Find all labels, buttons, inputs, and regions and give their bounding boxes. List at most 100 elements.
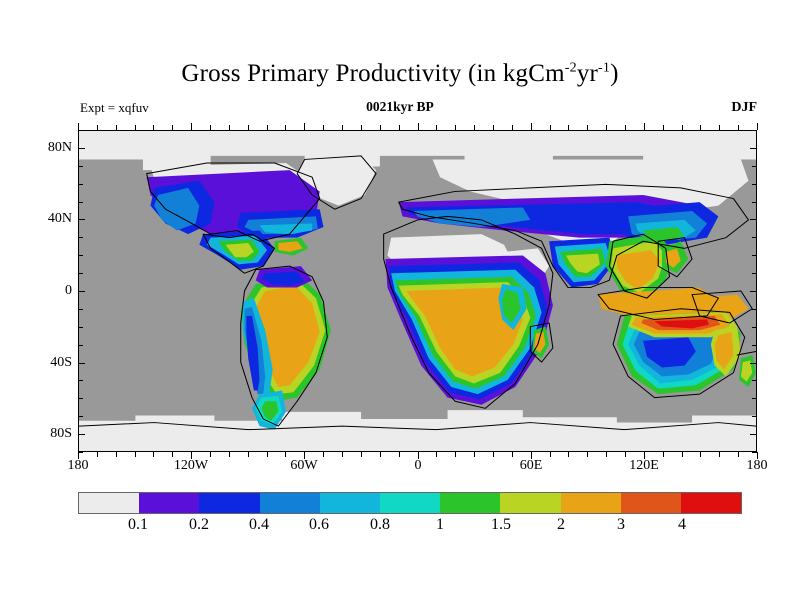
colorbar-segment-1[interactable] bbox=[139, 493, 200, 513]
world-gpp-heatmap bbox=[79, 131, 756, 451]
x-tick-17 bbox=[399, 452, 400, 457]
colorbar-label-1: 0.2 bbox=[189, 516, 209, 533]
x-tick-25 bbox=[550, 452, 551, 457]
x-tick-top-5 bbox=[172, 125, 173, 130]
colorbar-segment-3[interactable] bbox=[259, 493, 320, 513]
title-text-mid: yr bbox=[576, 60, 599, 87]
x-tick-top-36 bbox=[757, 123, 758, 130]
au-interior-0.2-0.4 bbox=[643, 337, 696, 368]
sa-patagonia-1.5-2 bbox=[261, 401, 279, 421]
y-tick-14 bbox=[78, 380, 83, 381]
y-tick-right-10 bbox=[752, 309, 757, 310]
x-tick-14 bbox=[342, 452, 343, 457]
x-tick-12 bbox=[304, 452, 305, 459]
af-band-2-3 bbox=[406, 287, 523, 377]
colorbar-segment-8[interactable] bbox=[560, 493, 621, 513]
colorbar-label-9: 4 bbox=[678, 516, 686, 533]
experiment-label: Expt = xqfuv bbox=[80, 100, 149, 115]
colorbar-label-3: 0.6 bbox=[309, 516, 329, 533]
coast-south-america bbox=[240, 265, 328, 427]
colorbar-label-0: 0.1 bbox=[128, 516, 148, 533]
x-tick-16 bbox=[380, 452, 381, 457]
subtitle-period: 0021kyr BP bbox=[366, 99, 434, 114]
x-axis-label-4: 60E bbox=[519, 458, 543, 473]
x-tick-top-8 bbox=[229, 125, 230, 130]
colorbar-segment-2[interactable] bbox=[199, 493, 260, 513]
coastline-layer bbox=[79, 155, 756, 431]
x-tick-top-7 bbox=[210, 125, 211, 130]
colorbar-segment-6[interactable] bbox=[440, 493, 501, 513]
y-tick-right-4 bbox=[752, 202, 757, 203]
y-tick-8 bbox=[78, 273, 83, 274]
x-axis-label-5: 120E bbox=[629, 458, 659, 473]
af-east-highland-inner bbox=[502, 289, 521, 323]
eu-west-0.4-0.6 bbox=[413, 207, 531, 227]
y-tick-right-9 bbox=[750, 291, 757, 292]
x-tick-8 bbox=[229, 452, 230, 457]
colorbar-label-5: 1 bbox=[436, 516, 444, 533]
y-axis-label-4: 80S bbox=[50, 426, 72, 441]
na-west-0.4-0.6 bbox=[154, 187, 200, 231]
colorbar-segment-10[interactable] bbox=[680, 493, 742, 513]
x-tick-15 bbox=[361, 452, 362, 457]
australia-gpp bbox=[616, 312, 756, 395]
x-tick-11 bbox=[285, 452, 286, 457]
x-tick-34 bbox=[719, 452, 720, 457]
y-tick-7 bbox=[78, 255, 83, 256]
colorbar-segment-4[interactable] bbox=[319, 493, 380, 513]
eurasia-gpp bbox=[398, 195, 719, 288]
southeast-asia-gpp bbox=[598, 234, 749, 320]
coast-eurasia bbox=[398, 183, 749, 288]
season-label: DJF bbox=[731, 100, 757, 115]
x-tick-top-28 bbox=[606, 125, 607, 130]
colorbar-segment-5[interactable] bbox=[379, 493, 441, 513]
arctic-ice bbox=[79, 131, 756, 171]
x-tick-36 bbox=[757, 452, 758, 459]
y-tick-right-14 bbox=[752, 380, 757, 381]
x-tick-top-11 bbox=[285, 125, 286, 130]
au-east-2-3 bbox=[714, 331, 734, 370]
south-america-gpp bbox=[240, 266, 331, 430]
x-tick-29 bbox=[625, 452, 626, 457]
colorbar[interactable] bbox=[78, 492, 742, 514]
y-tick-right-12 bbox=[752, 345, 757, 346]
y-tick-11 bbox=[78, 327, 83, 328]
coast-north-america bbox=[146, 162, 321, 242]
title-text-end: ) bbox=[610, 60, 619, 87]
colorbar-segment-9[interactable] bbox=[620, 493, 681, 513]
y-tick-16 bbox=[78, 416, 83, 417]
x-tick-top-6 bbox=[191, 123, 192, 130]
coast-antarctica bbox=[79, 422, 756, 431]
new-zealand-core bbox=[740, 360, 753, 382]
y-tick-10 bbox=[78, 309, 83, 310]
sea-band-2-3 bbox=[616, 250, 661, 290]
colorbar-segment-7[interactable] bbox=[500, 493, 561, 513]
sa-north-0.2-0.4 bbox=[261, 271, 305, 286]
x-tick-18 bbox=[418, 452, 419, 459]
x-tick-1 bbox=[97, 452, 98, 457]
x-tick-21 bbox=[474, 452, 475, 457]
x-axis-label-3: 0 bbox=[414, 458, 422, 473]
x-tick-0 bbox=[78, 452, 79, 459]
colorbar-segment-0[interactable] bbox=[79, 493, 140, 513]
x-tick-top-1 bbox=[97, 125, 98, 130]
x-tick-top-4 bbox=[153, 125, 154, 130]
y-tick-18 bbox=[78, 452, 83, 453]
x-tick-top-27 bbox=[587, 125, 588, 130]
map-clip bbox=[79, 131, 756, 451]
x-tick-top-22 bbox=[493, 125, 494, 130]
caribbean-core bbox=[278, 241, 303, 252]
y-tick-9 bbox=[78, 291, 85, 292]
x-tick-33 bbox=[700, 452, 701, 457]
au-north-gt4 bbox=[654, 319, 709, 329]
philippines-core bbox=[665, 248, 681, 268]
y-axis-label-2: 0 bbox=[65, 283, 72, 298]
coast-madagascar bbox=[529, 322, 554, 363]
x-tick-26 bbox=[568, 452, 569, 457]
y-tick-right-8 bbox=[752, 273, 757, 274]
x-axis-label-6: 180 bbox=[746, 458, 768, 473]
x-tick-top-20 bbox=[455, 125, 456, 130]
x-tick-31 bbox=[663, 452, 664, 457]
x-tick-6 bbox=[191, 452, 192, 459]
y-tick-right-17 bbox=[750, 434, 757, 435]
